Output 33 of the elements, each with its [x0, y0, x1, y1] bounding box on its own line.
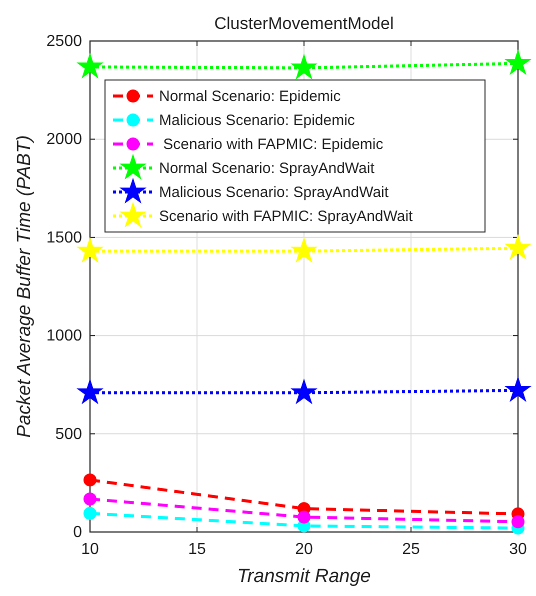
x-tick-label: 30 — [509, 541, 527, 558]
y-tick-label: 0 — [73, 524, 82, 541]
legend-label: Scenario with FAPMIC: SprayAndWait — [159, 208, 414, 225]
x-axis-title: Transmit Range — [237, 566, 371, 587]
point — [505, 50, 531, 74]
y-tick-label: 1000 — [46, 328, 82, 345]
y-tick-label: 2500 — [46, 33, 82, 50]
legend-label: Malicious Scenario: SprayAndWait — [159, 184, 390, 201]
point — [291, 238, 317, 262]
y-axis-title: Packet Average Buffer Time (PABT) — [14, 135, 35, 438]
point — [84, 492, 96, 506]
legend-label: Normal Scenario: Epidemic — [159, 88, 342, 105]
y-tick-label: 2000 — [46, 131, 82, 148]
point — [291, 380, 317, 404]
legend-label: Normal Scenario: SprayAndWait — [159, 160, 376, 177]
point — [298, 510, 310, 524]
legend-label: Scenario with FAPMIC: Epidemic — [159, 136, 384, 153]
point — [77, 54, 103, 78]
point — [505, 377, 531, 402]
legend-label: Malicious Scenario: Epidemic — [159, 112, 356, 129]
point — [505, 235, 531, 259]
x-tick-label: 10 — [81, 541, 99, 558]
point — [77, 380, 103, 404]
x-tick-label: 20 — [295, 541, 313, 558]
y-tick-label: 1500 — [46, 229, 82, 246]
point — [84, 473, 96, 486]
x-tick-label: 25 — [402, 541, 420, 558]
y-tick-label: 500 — [55, 426, 82, 443]
chart-title: ClusterMovementModel — [214, 14, 394, 33]
point — [291, 54, 317, 79]
point — [84, 506, 96, 520]
x-tick-label: 15 — [188, 541, 206, 558]
point — [512, 515, 524, 528]
